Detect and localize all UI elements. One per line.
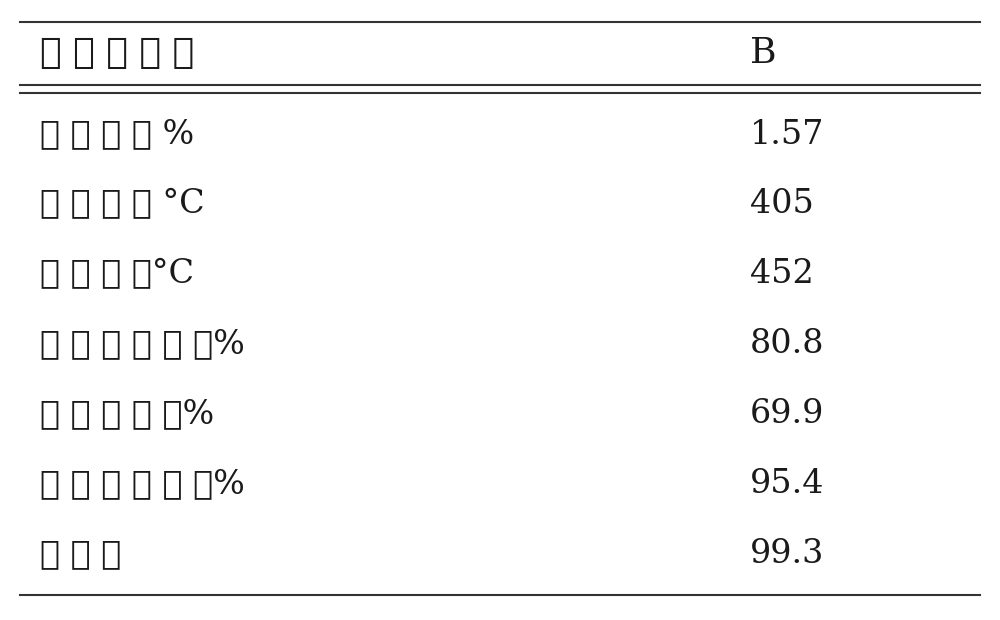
Text: 碳 平 衡: 碳 平 衡 bbox=[40, 538, 121, 570]
Text: 69.9: 69.9 bbox=[750, 398, 824, 430]
Text: 顺 酸 重 量 收 率%: 顺 酸 重 量 收 率% bbox=[40, 468, 245, 500]
Text: B: B bbox=[750, 36, 777, 70]
Text: 顺 酸 选 择 性%: 顺 酸 选 择 性% bbox=[40, 398, 214, 430]
Text: 80.8: 80.8 bbox=[750, 328, 824, 360]
Text: 正 丁 烷 转 化 率%: 正 丁 烷 转 化 率% bbox=[40, 328, 245, 360]
Text: 99.3: 99.3 bbox=[750, 538, 824, 570]
Text: 丁 烷 浓 度 %: 丁 烷 浓 度 % bbox=[40, 118, 194, 151]
Text: 405: 405 bbox=[750, 188, 814, 221]
Text: 95.4: 95.4 bbox=[750, 468, 824, 500]
Text: 燔 盐 温 度 °C: 燔 盐 温 度 °C bbox=[40, 188, 205, 221]
Text: 热 点 温 度°C: 热 点 温 度°C bbox=[40, 259, 194, 290]
Text: 1.57: 1.57 bbox=[750, 118, 824, 151]
Text: 452: 452 bbox=[750, 259, 814, 290]
Text: 催 化 剂 名 称: 催 化 剂 名 称 bbox=[40, 36, 194, 70]
